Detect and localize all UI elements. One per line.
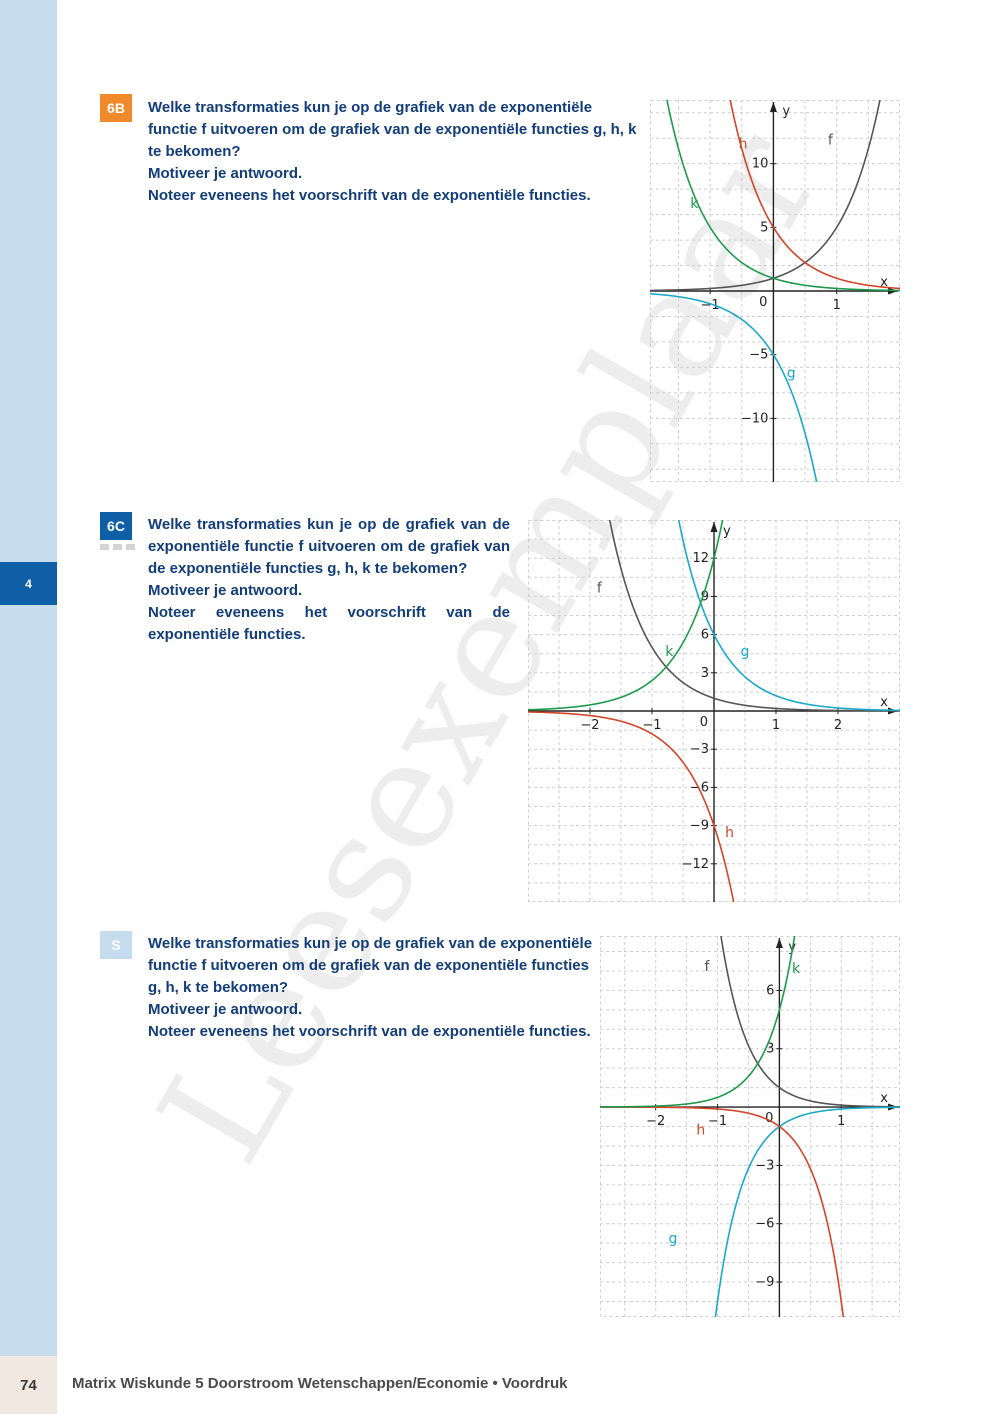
y-axis-arrow-icon bbox=[710, 522, 718, 532]
exercise-s-text: Welke transformaties kun je op de grafie… bbox=[148, 933, 598, 1043]
y-tick-label: 9 bbox=[701, 589, 709, 604]
curve-k bbox=[528, 520, 724, 711]
exercise-6b-motivate: Motiveer je antwoord. bbox=[148, 165, 303, 182]
exercise-6c-question: Welke transformaties kun je op de grafie… bbox=[148, 516, 510, 577]
curve-h bbox=[729, 100, 900, 290]
curve-g bbox=[714, 1106, 900, 1317]
curve-k bbox=[600, 936, 796, 1108]
exercise-6c-motivate: Motiveer je antwoord. bbox=[148, 582, 303, 599]
y-tick-label: 12 bbox=[692, 551, 709, 566]
curve-k bbox=[666, 100, 900, 292]
curve-label-k: k bbox=[690, 196, 699, 212]
exercise-6b-text: Welke transformaties kun je op de grafie… bbox=[148, 97, 638, 207]
exercise-s-instruction: Noteer eveneens het voorschrift van de e… bbox=[148, 1023, 591, 1040]
graph-frame bbox=[600, 936, 900, 1317]
footer-title: Matrix Wiskunde 5 Doorstroom Wetenschapp… bbox=[72, 1375, 568, 1392]
origin-label: 0 bbox=[759, 295, 767, 310]
origin-label: 0 bbox=[700, 715, 708, 730]
exercise-s-motivate: Motiveer je antwoord. bbox=[148, 1001, 303, 1018]
side-margin-bar bbox=[0, 0, 57, 1356]
curve-f bbox=[608, 520, 900, 712]
curve-f bbox=[720, 936, 900, 1108]
x-tick-label: −2 bbox=[646, 1114, 665, 1129]
y-tick-label: −9 bbox=[690, 819, 709, 834]
y-axis-label: y bbox=[723, 524, 731, 539]
curve-label-f: f bbox=[705, 959, 711, 975]
exercise-6c-text: Welke transformaties kun je op de grafie… bbox=[148, 514, 510, 646]
x-tick-label: 1 bbox=[837, 1114, 845, 1129]
curve-label-h: h bbox=[696, 1122, 705, 1138]
x-tick-label: −1 bbox=[642, 718, 661, 733]
curve-h bbox=[528, 711, 735, 902]
y-tick-label: 3 bbox=[766, 1042, 774, 1057]
y-tick-label: 5 bbox=[760, 220, 768, 235]
curve-g bbox=[650, 292, 818, 482]
x-tick-label: −2 bbox=[580, 718, 599, 733]
x-tick-label: 1 bbox=[772, 718, 780, 733]
chapter-tab: 4 bbox=[0, 562, 57, 605]
exercise-badge-6b: 6B bbox=[100, 94, 132, 122]
difficulty-indicator bbox=[100, 544, 135, 550]
curve-g bbox=[677, 520, 900, 712]
curve-label-g: g bbox=[741, 644, 750, 660]
origin-label: 0 bbox=[765, 1111, 773, 1126]
y-tick-label: −12 bbox=[682, 857, 709, 872]
exercise-badge-6c: 6C bbox=[100, 512, 132, 540]
x-axis-label: x bbox=[880, 275, 888, 290]
x-tick-label: 1 bbox=[833, 298, 841, 313]
x-axis-label: x bbox=[880, 695, 888, 710]
y-tick-label: −3 bbox=[755, 1158, 774, 1173]
curve-label-f: f bbox=[828, 133, 834, 149]
y-axis-label: y bbox=[782, 104, 790, 119]
y-tick-label: −9 bbox=[755, 1275, 774, 1290]
y-tick-label: −6 bbox=[755, 1217, 774, 1232]
x-tick-label: 2 bbox=[834, 718, 842, 733]
x-tick-label: −1 bbox=[708, 1114, 727, 1129]
y-tick-label: 6 bbox=[701, 628, 709, 643]
curve-label-g: g bbox=[787, 366, 796, 382]
exercise-6b-question: Welke transformaties kun je op de grafie… bbox=[148, 99, 637, 160]
y-tick-label: −5 bbox=[749, 348, 768, 363]
y-axis-arrow-icon bbox=[769, 102, 777, 112]
y-tick-label: −10 bbox=[741, 411, 768, 426]
y-tick-label: −3 bbox=[690, 742, 709, 757]
curve-h bbox=[600, 1106, 845, 1317]
y-tick-label: 10 bbox=[752, 157, 769, 172]
y-axis-arrow-icon bbox=[775, 938, 783, 948]
curve-label-h: h bbox=[739, 136, 748, 152]
exercise-6c-instruction: Noteer eveneens het voorschrift van de e… bbox=[148, 604, 510, 643]
exercise-badge-s: S bbox=[100, 931, 132, 959]
curve-label-k: k bbox=[665, 644, 674, 660]
y-tick-label: 6 bbox=[766, 983, 774, 998]
curve-f bbox=[650, 100, 881, 292]
curve-label-h: h bbox=[725, 825, 734, 841]
curve-label-f: f bbox=[597, 581, 603, 597]
curve-label-g: g bbox=[669, 1231, 678, 1247]
exercise-6b-instruction: Noteer eveneens het voorschrift van de e… bbox=[148, 187, 591, 204]
page-number: 74 bbox=[0, 1356, 57, 1414]
exercise-s-question: Welke transformaties kun je op de grafie… bbox=[148, 935, 593, 996]
y-tick-label: 3 bbox=[701, 666, 709, 681]
x-axis-label: x bbox=[880, 1091, 888, 1106]
curve-label-k: k bbox=[792, 961, 801, 977]
